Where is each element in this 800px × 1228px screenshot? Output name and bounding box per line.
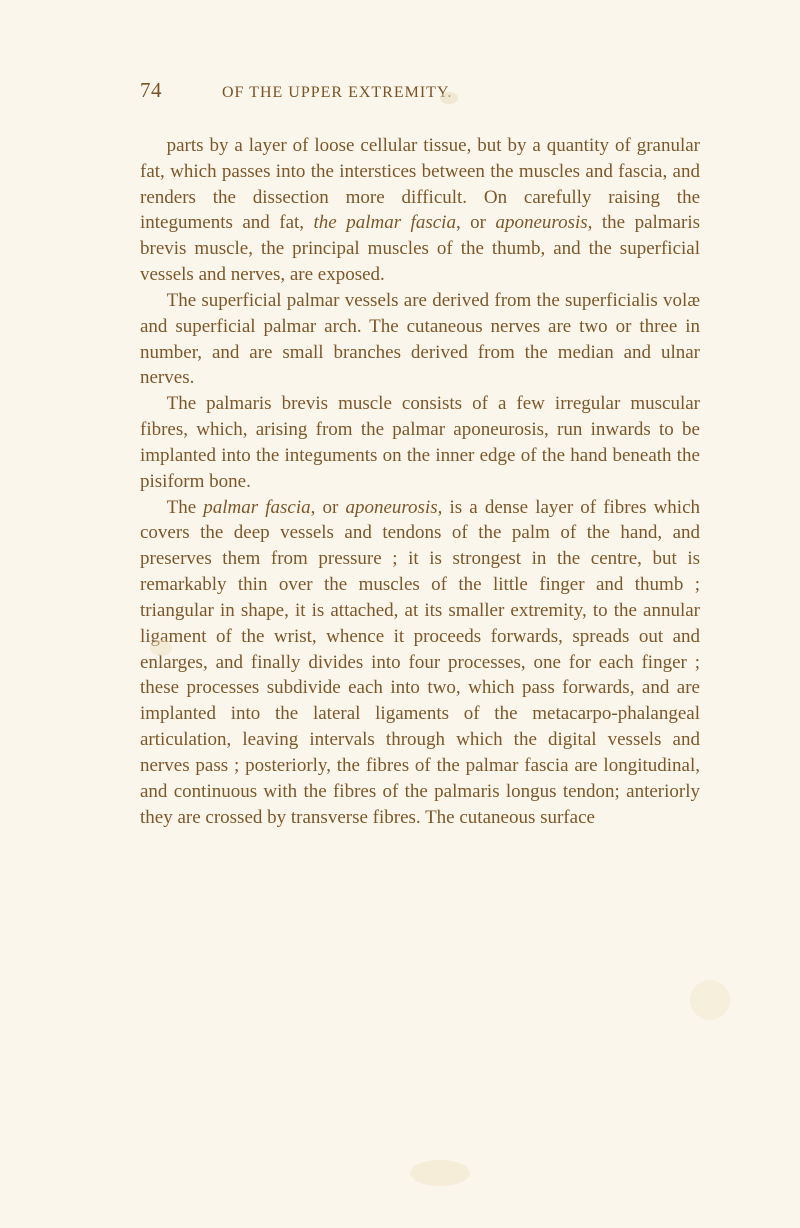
paragraph: The superficial palmar vessels are deriv… (140, 288, 700, 391)
paragraph: parts by a layer of loose cellular tissu… (140, 133, 700, 288)
text-run: , or (456, 212, 496, 233)
page-number: 74 (140, 78, 162, 103)
italic-run: aponeurosis (495, 212, 587, 233)
text-run: The (167, 497, 204, 518)
text-run: The palmaris brevis muscle consists of a… (140, 393, 700, 491)
paragraph: The palmaris brevis muscle consists of a… (140, 391, 700, 494)
italic-run: palmar fascia (203, 497, 310, 518)
body-text: parts by a layer of loose cellular tissu… (140, 133, 700, 830)
page-header: 74 OF THE UPPER EXTREMITY. (140, 78, 700, 103)
text-run: , is a dense layer of fibres which cover… (140, 497, 700, 828)
age-spot (410, 1160, 470, 1186)
running-title: OF THE UPPER EXTREMITY. (222, 84, 452, 102)
paragraph: The palmar fascia, or aponeurosis, is a … (140, 495, 700, 831)
italic-run: aponeurosis (345, 497, 437, 518)
text-run: , or (311, 497, 346, 518)
age-spot (690, 980, 730, 1020)
italic-run: the palmar fascia (314, 212, 456, 233)
page: 74 OF THE UPPER EXTREMITY. parts by a la… (0, 0, 800, 1228)
text-run: The superficial palmar vessels are deriv… (140, 290, 700, 388)
